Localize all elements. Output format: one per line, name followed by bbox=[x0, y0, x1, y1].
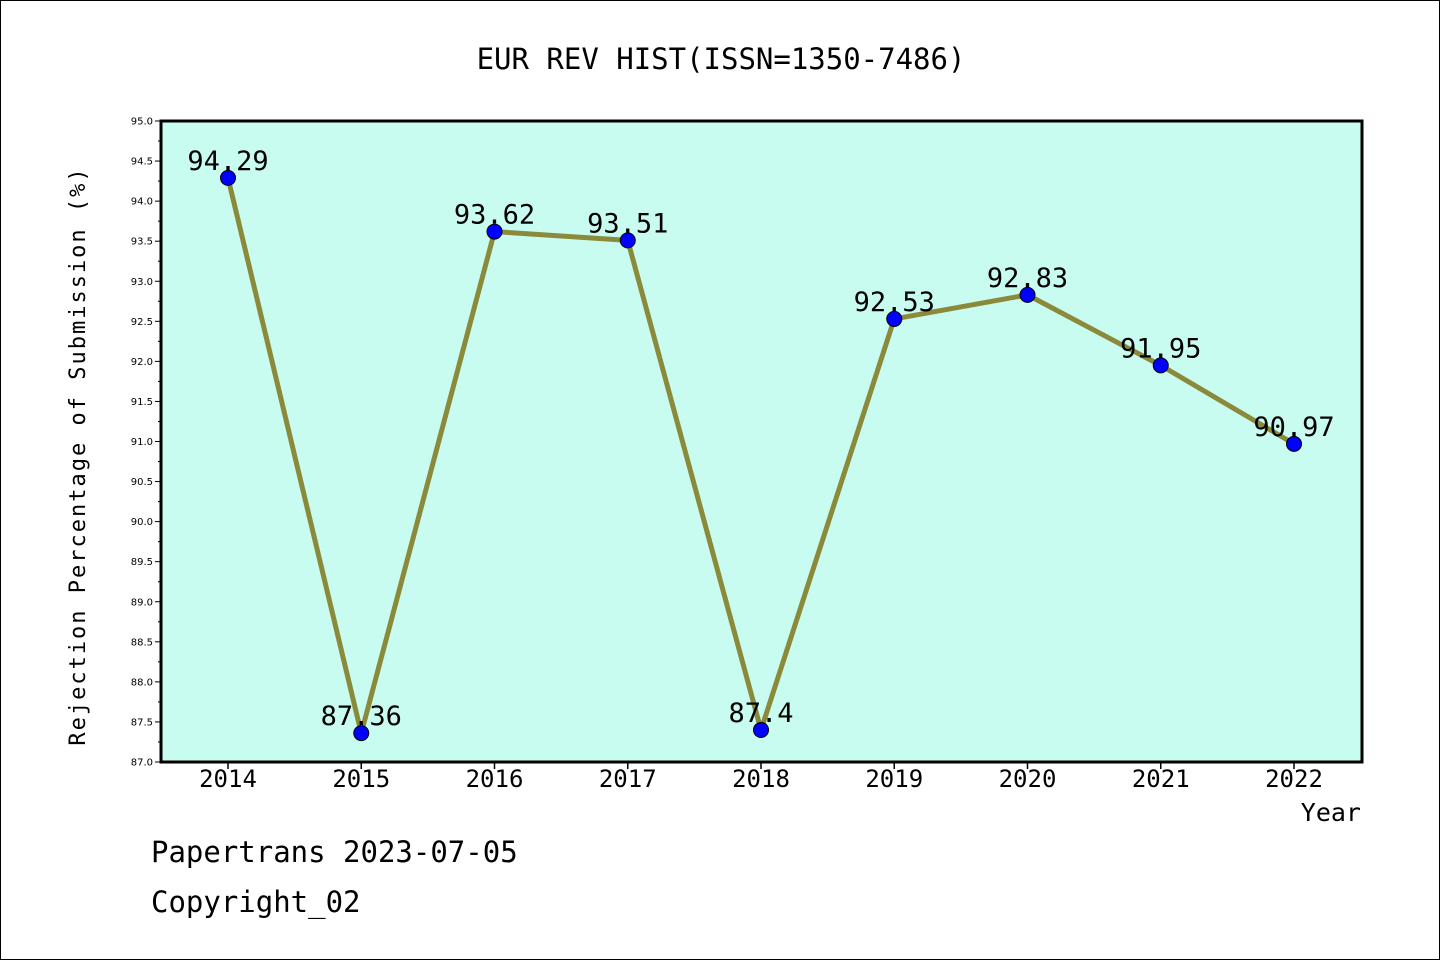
data-point-marker bbox=[1152, 357, 1169, 374]
x-axis: 2014 2015 2016 2017 2018 2019 2020 2021 2022 bbox=[199, 762, 1323, 793]
y-tick-label: 87.0 bbox=[131, 758, 153, 769]
x-tick-label: 2015 bbox=[332, 765, 390, 793]
y-tick-label: 93.0 bbox=[131, 277, 153, 288]
data-point-marker bbox=[619, 232, 636, 249]
data-label: 87.4 bbox=[728, 698, 793, 729]
x-axis-label: Year bbox=[1301, 798, 1361, 827]
data-point-marker bbox=[486, 223, 503, 240]
x-tick-label: 2021 bbox=[1132, 765, 1190, 793]
data-point-marker bbox=[886, 310, 903, 327]
x-tick-label: 2019 bbox=[865, 765, 923, 793]
y-tick-label: 89.0 bbox=[131, 597, 153, 608]
y-tick-label: 88.5 bbox=[131, 637, 153, 648]
data-label: 94.29 bbox=[187, 146, 268, 177]
y-tick-label: 89.5 bbox=[131, 557, 153, 568]
x-tick-label: 2016 bbox=[466, 765, 524, 793]
data-label: 93.51 bbox=[587, 208, 668, 239]
series-line-group bbox=[220, 169, 1302, 742]
y-tick-label: 92.5 bbox=[131, 317, 153, 328]
data-point-marker bbox=[1019, 286, 1036, 303]
y-tick-label: 94.0 bbox=[131, 197, 153, 208]
data-point-marker bbox=[353, 725, 370, 742]
y-tick-label: 93.5 bbox=[131, 237, 153, 248]
plot-area bbox=[159, 119, 1364, 764]
footer-date-text: Papertrans 2023-07-05 bbox=[151, 835, 518, 869]
footer-copyright-text: Copyright_02 bbox=[151, 885, 361, 919]
y-tick-label: 87.5 bbox=[131, 717, 153, 728]
x-tick-label: 2017 bbox=[599, 765, 657, 793]
y-tick-label: 90.0 bbox=[131, 517, 153, 528]
y-tick-label: 88.0 bbox=[131, 677, 153, 688]
data-label: 93.62 bbox=[454, 200, 535, 231]
data-label: 87.36 bbox=[321, 701, 402, 732]
data-label-group: 94.29 87.36 93.62 93.51 87.4 92.53 92.83 91.95 9… bbox=[187, 146, 1334, 732]
x-tick-label: 2014 bbox=[199, 765, 257, 793]
data-point-marker bbox=[753, 721, 769, 738]
y-axis: 87.0 87.5 88.0 88.5 89.0 89.5 90.0 90.5 91.0 91.5… bbox=[131, 117, 161, 769]
data-label: 92.83 bbox=[987, 263, 1068, 294]
y-tick-label: 91.5 bbox=[131, 397, 153, 408]
chart-title: EUR REV HIST(ISSN=1350-7486) bbox=[477, 42, 966, 76]
y-tick-label: 91.0 bbox=[131, 437, 153, 448]
data-label: 90.97 bbox=[1253, 412, 1334, 443]
y-axis-label: Rejection Percentage of Submission (%) bbox=[66, 166, 91, 745]
x-tick-label: 2022 bbox=[1265, 765, 1323, 793]
data-label: 91.95 bbox=[1120, 333, 1201, 364]
x-tick-label: 2018 bbox=[732, 765, 790, 793]
y-tick-label: 94.5 bbox=[131, 157, 153, 168]
data-point-marker bbox=[220, 169, 236, 186]
data-label: 92.53 bbox=[854, 287, 935, 318]
y-tick-label: 92.0 bbox=[131, 357, 153, 368]
data-point-marker bbox=[1286, 435, 1302, 452]
y-tick-label: 90.5 bbox=[131, 477, 153, 488]
x-tick-label: 2020 bbox=[999, 765, 1057, 793]
y-tick-label: 95.0 bbox=[131, 117, 153, 128]
